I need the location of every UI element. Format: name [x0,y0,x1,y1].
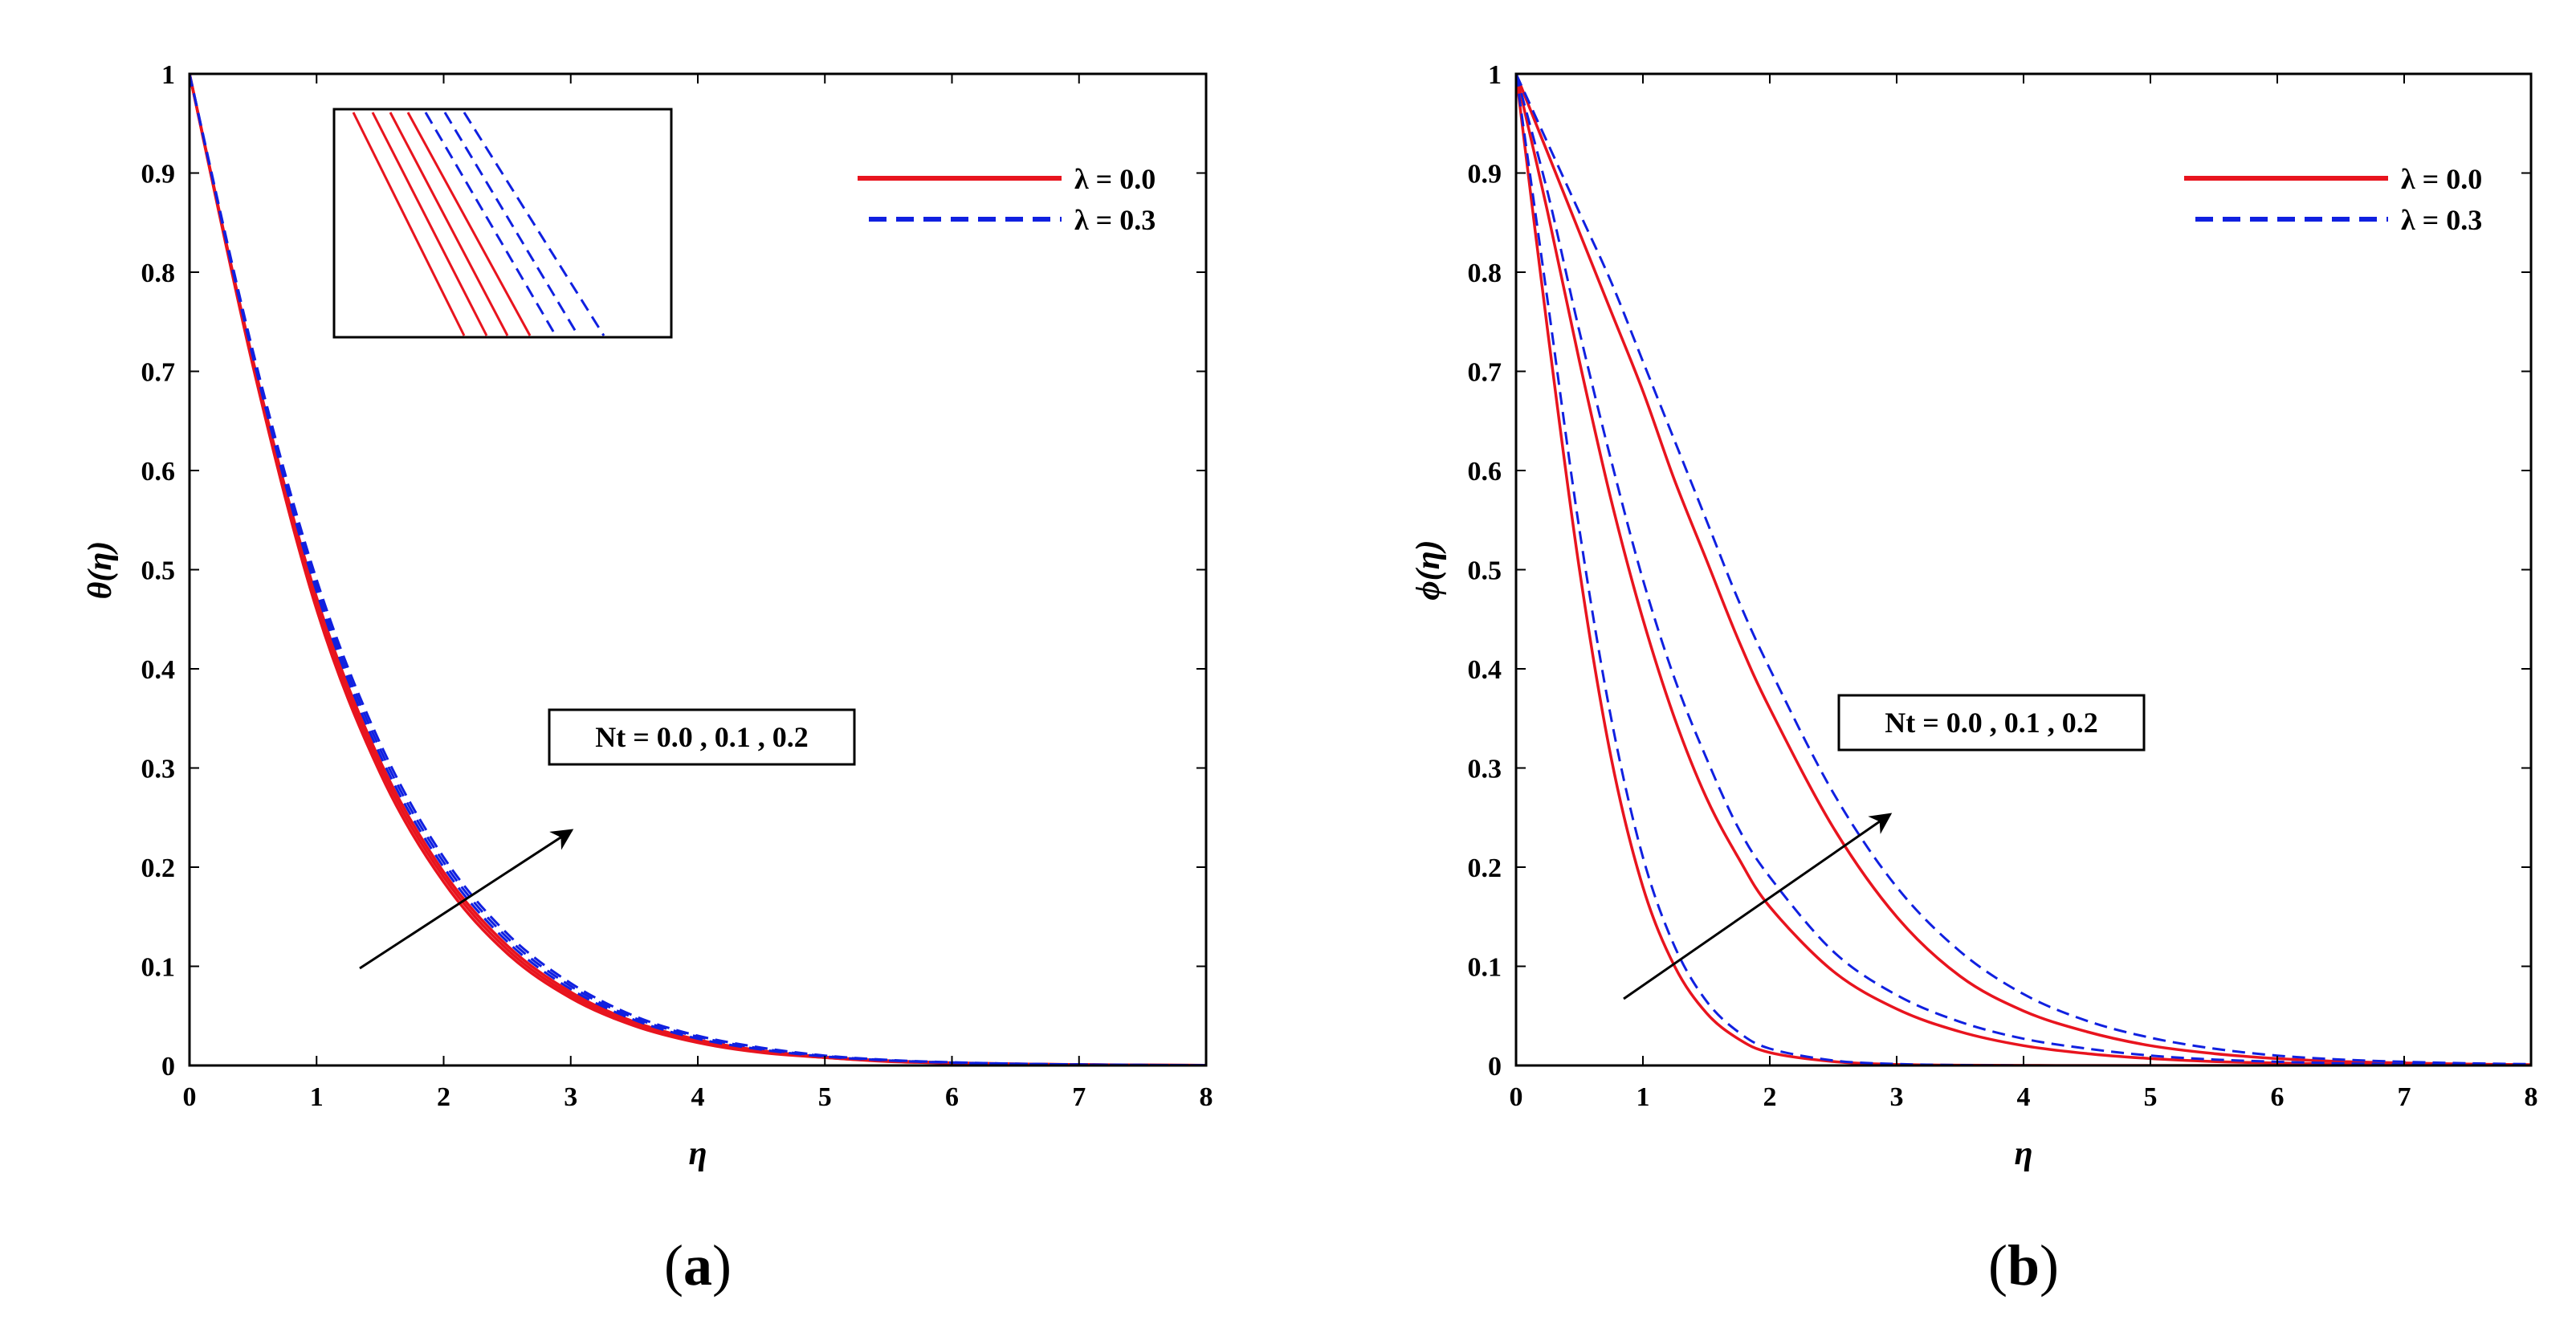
panel-a-annotation-text: Nt = 0.0 , 0.1 , 0.2 [595,721,809,753]
panel-b: 0 1 2 3 4 5 6 7 8 0 0.1 0.2 0.3 0.4 0.5 0.6 0.7 0.8 0.9 1 η… [1410,60,2538,1298]
panel-a-inset-lines [352,112,605,336]
panel-a-xtick-label: 5 [818,1082,832,1112]
panel-b-ytick-label: 0 [1488,1052,1502,1082]
panel-a-ticks: 0 1 2 3 4 5 6 7 8 0 0.1 0.2 0.3 0.4 0.5 0.6 0.7 0.8 0.9 1 [141,60,1213,1112]
panel-a-xlabel: η [688,1135,707,1172]
panel-b-ytick-label: 0.9 [1468,160,1502,189]
panel-a-ytick-label: 0.7 [141,358,176,388]
panel-a-trend-arrow [359,829,574,970]
panel-a-series-4 [190,74,1206,1065]
panel-a-annotation: Nt = 0.0 , 0.1 , 0.2 [548,708,856,766]
panel-a-xtick-label: 4 [691,1082,705,1112]
panel-a-ytick-label: 0.8 [141,259,176,288]
panel-a-ytick-label: 0.9 [141,160,176,189]
panel-b-xtick-label: 8 [2525,1082,2538,1112]
panel-b-series-1 [1516,74,2531,1065]
panel-b-axes-box [1514,72,2533,1067]
panel-b-xtick-label: 1 [1636,1082,1650,1112]
panel-b-ytick-label: 0.8 [1468,259,1502,288]
panel-a-ytick-label: 0.1 [141,953,176,983]
panel-a-series-5 [190,74,1206,1065]
panel-b-trend-arrow [1623,813,1893,1000]
panel-a-ytick-label: 0 [161,1052,175,1082]
panel-a-legend-label-1: λ = 0.3 [1074,204,1156,236]
panel-a-ytick-label: 0.4 [141,655,176,685]
panel-a-xtick-label: 0 [183,1082,197,1112]
panel-b-series-5 [1516,74,2531,1065]
panel-b-annotation: Nt = 0.0 , 0.1 , 0.2 [1837,694,2146,752]
panel-b-xtick-label: 2 [1763,1082,1777,1112]
panel-a-ytick-label: 0.3 [141,755,176,784]
panel-b-xlabel: η [2014,1135,2032,1172]
panel-b-ticks: 0 1 2 3 4 5 6 7 8 0 0.1 0.2 0.3 0.4 0.5 0.6 0.7 0.8 0.9 1 [1468,60,2538,1112]
panel-b-ylabel: ϕ(η) [1410,540,1447,600]
panel-a-ytick-label: 1 [161,60,175,90]
panel-b-series-3 [1516,74,2531,1065]
panel-a-series-3 [190,74,1206,1065]
panel-b-ytick-label: 0.5 [1468,556,1502,586]
panel-b-legend: λ = 0.0 λ = 0.3 [2184,163,2482,236]
panel-a-xtick-label: 8 [1200,1082,1213,1112]
panel-a-xtick-label: 6 [945,1082,959,1112]
panel-a-ytick-label: 0.5 [141,556,176,586]
panel-a-xtick-label: 2 [437,1082,450,1112]
panel-b-ytick-label: 0.7 [1468,358,1502,388]
panel-a-xtick-label: 7 [1072,1082,1086,1112]
panel-b-ytick-label: 0.2 [1468,854,1502,883]
panel-b-xtick-label: 4 [2017,1082,2031,1112]
panel-b-xtick-label: 6 [2271,1082,2285,1112]
panel-b-xtick-label: 0 [1510,1082,1523,1112]
panel-b-series-4 [1516,74,2531,1065]
panel-a-annotation-box [548,708,856,766]
panel-b-ytick-label: 0.3 [1468,755,1502,784]
panel-b-ytick-label: 1 [1488,60,1502,90]
panel-a-caption: (a) [664,1233,732,1298]
panel-a-xtick-label: 1 [310,1082,324,1112]
panel-a-ytick-label: 0.6 [141,457,176,487]
panel-b-annotation-text: Nt = 0.0 , 0.1 , 0.2 [1885,707,2098,739]
panel-b-xtick-label: 3 [1890,1082,1904,1112]
panel-a-legend: λ = 0.0 λ = 0.3 [858,163,1156,236]
panel-b-series-0 [1516,74,2531,1065]
panel-a-curves [190,74,1206,1065]
panel-a-ylabel: θ(η) [82,541,119,600]
panel-b-ytick-label: 0.6 [1468,457,1502,487]
panel-a-inset-box [332,108,673,339]
panel-b-caption: (b) [1988,1233,2059,1298]
panel-b-curves [1516,74,2531,1065]
panel-b-xtick-label: 5 [2144,1082,2158,1112]
panel-b-series-2 [1516,74,2531,1065]
panel-b-ytick-label: 0.1 [1468,953,1502,983]
panel-b-legend-label-0: λ = 0.0 [2401,163,2482,195]
panel-a-ytick-label: 0.2 [141,854,176,883]
panel-b-ytick-label: 0.4 [1468,655,1502,685]
panel-a-inset [332,108,673,339]
panel-a-legend-label-0: λ = 0.0 [1074,163,1156,195]
panel-b-legend-label-1: λ = 0.3 [2401,204,2482,236]
panel-a-xtick-label: 3 [564,1082,577,1112]
panel-b-xtick-label: 7 [2398,1082,2411,1112]
panel-a: 0 1 2 3 4 5 6 7 8 0 0.1 0.2 0.3 0.4 0.5 0.6 0.7 0.8 0.9 1 η… [82,60,1213,1298]
panel-b-annotation-box [1837,694,2146,752]
